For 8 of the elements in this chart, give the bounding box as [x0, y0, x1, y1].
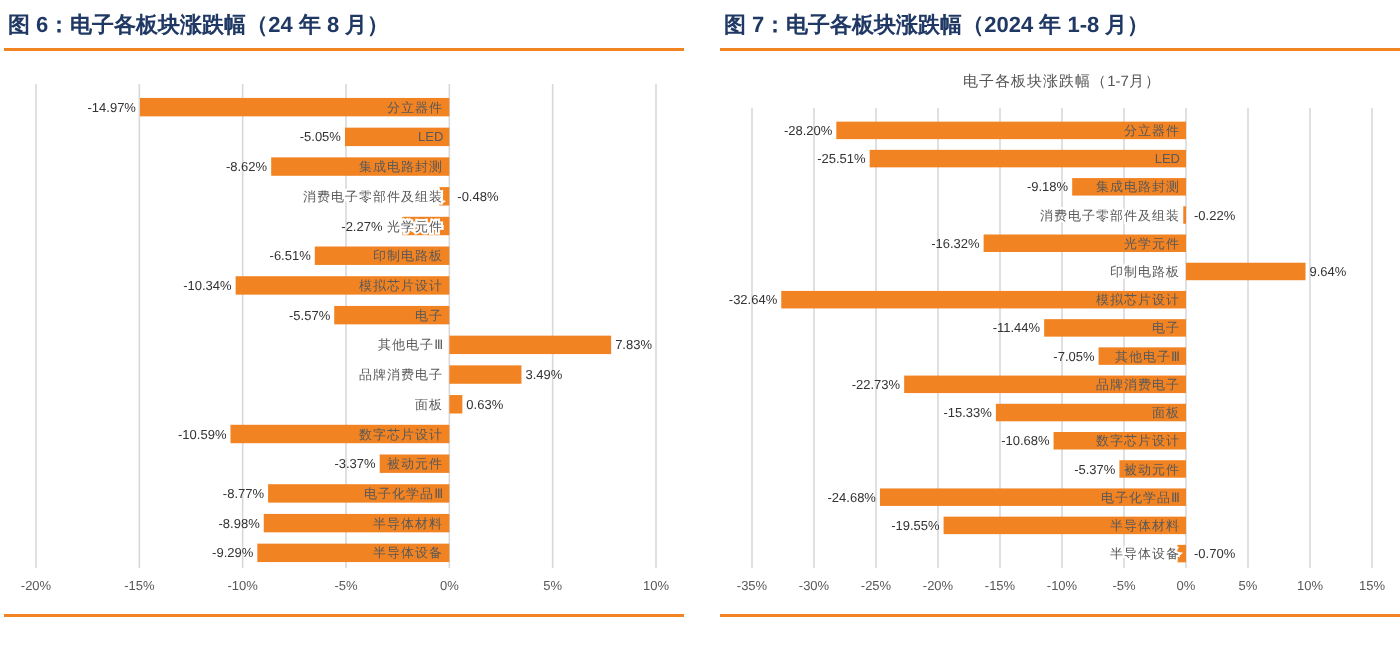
bar	[334, 305, 450, 325]
bar	[449, 365, 522, 384]
chart-title: 图 7：电子各板块涨跌幅（2024 年 1-8 月）	[724, 12, 1150, 38]
chart-title: 图 6：电子各板块涨跌幅（24 年 8 月）	[8, 12, 390, 38]
bar	[449, 395, 463, 414]
bar	[344, 127, 450, 147]
bar	[449, 335, 612, 355]
bar	[139, 97, 450, 117]
